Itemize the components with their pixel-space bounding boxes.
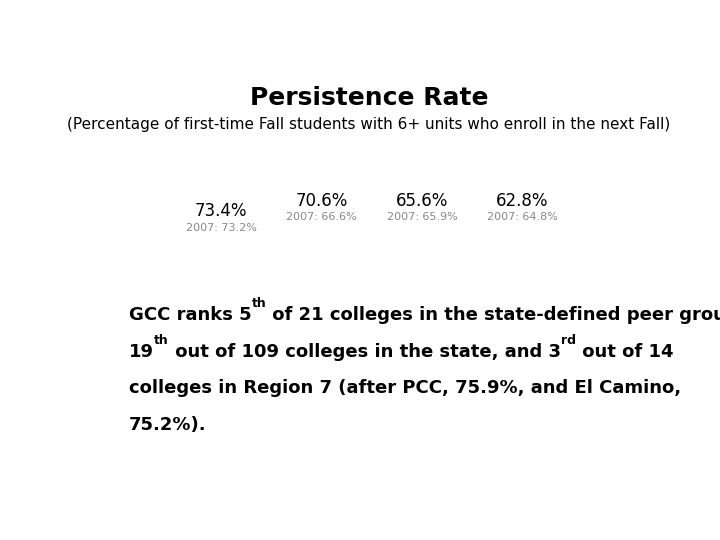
Text: of 21 colleges in the state-defined peer group,: of 21 colleges in the state-defined peer… — [266, 306, 720, 324]
Text: 65.6%: 65.6% — [396, 192, 448, 210]
Text: 2007: 64.8%: 2007: 64.8% — [487, 212, 558, 222]
Text: Persistence Rate: Persistence Rate — [250, 85, 488, 110]
Text: th: th — [252, 297, 266, 310]
Text: GCC ranks 5: GCC ranks 5 — [129, 306, 252, 324]
Text: (Percentage of first-time Fall students with 6+ units who enroll in the next Fal: (Percentage of first-time Fall students … — [68, 117, 670, 132]
Text: out of 14: out of 14 — [576, 343, 673, 361]
Text: out of 109 colleges in the state, and 3: out of 109 colleges in the state, and 3 — [168, 343, 561, 361]
Text: 75.2%).: 75.2%). — [129, 416, 207, 434]
Text: 62.8%: 62.8% — [496, 192, 549, 210]
Text: 70.6%: 70.6% — [295, 192, 348, 210]
Text: 2007: 66.6%: 2007: 66.6% — [287, 212, 357, 222]
Text: 19: 19 — [129, 343, 154, 361]
Text: 2007: 65.9%: 2007: 65.9% — [387, 212, 457, 222]
Text: 2007: 73.2%: 2007: 73.2% — [186, 223, 256, 233]
Text: th: th — [154, 334, 168, 347]
Text: 73.4%: 73.4% — [195, 202, 248, 220]
Text: rd: rd — [561, 334, 576, 347]
Text: colleges in Region 7 (after PCC, 75.9%, and El Camino,: colleges in Region 7 (after PCC, 75.9%, … — [129, 379, 681, 397]
